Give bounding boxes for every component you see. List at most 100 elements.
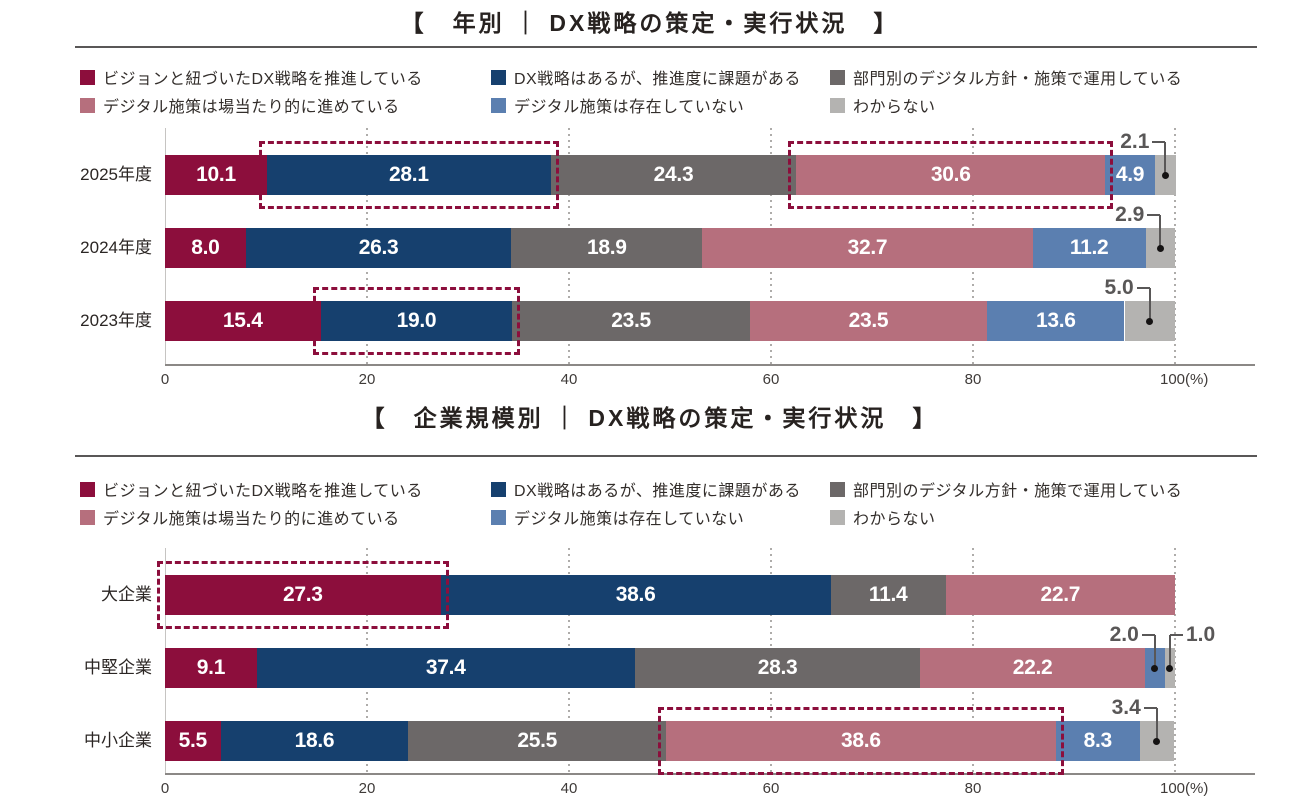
bar-value-label: 38.6: [841, 729, 881, 752]
highlight-box: [157, 561, 449, 629]
legend-item: DX戦略はあるが、推進度に課題がある: [491, 477, 801, 501]
bar-value-label: 10.1: [196, 163, 236, 186]
legend-item-label: DX戦略はあるが、推進度に課題がある: [514, 71, 801, 88]
grid-line: [1174, 128, 1176, 364]
bar-segment: 23.5: [749, 301, 988, 341]
bar-row-label: 中堅企業: [84, 658, 152, 677]
bar-value-label: 8.0: [191, 236, 220, 259]
bar-segment: 25.5: [408, 721, 666, 761]
x-tick-label: 0: [160, 371, 170, 388]
bar-value-label: 22.7: [1040, 583, 1081, 606]
legend-item-label: デジタル施策は存在していない: [514, 511, 745, 528]
x-axis-line: [165, 364, 1255, 366]
title-underline: [75, 455, 1257, 457]
legend-item-label: わからない: [853, 511, 936, 528]
legend-item-label: 部門別のデジタル方針・施策で運用している: [853, 483, 1183, 500]
grid-line: [1174, 548, 1176, 773]
bar-segment: 10.1: [165, 155, 267, 195]
legend-swatch: [80, 97, 95, 113]
bar-segment: 11.4: [830, 575, 946, 615]
bar-value-label: 38.6: [615, 583, 656, 606]
x-tick-label: 40: [560, 780, 578, 797]
callout-line: [1148, 288, 1151, 321]
bar-value-label: 37.4: [425, 656, 466, 679]
callout-dot: [1156, 244, 1164, 252]
bar-segment: 38.6: [665, 721, 1056, 761]
x-tick-label: 60: [762, 780, 780, 797]
legend-swatch: [80, 481, 95, 497]
bar-value-label: 26.3: [358, 236, 399, 259]
legend-item-label: デジタル施策は場当たり的に進めている: [103, 511, 400, 528]
legend-swatch: [830, 509, 845, 525]
bar-segment: 9.1: [165, 648, 257, 688]
bar-segment: 24.3: [550, 155, 797, 195]
callout-line: [1164, 142, 1167, 175]
x-tick-label: 80: [964, 780, 982, 797]
title-underline: [75, 46, 1257, 48]
callout-line: [1152, 141, 1166, 143]
bar-value-label: 28.1: [389, 163, 429, 186]
callout-line: [1147, 214, 1161, 216]
x-tick-label: 80: [964, 371, 982, 388]
callout-dot: [1166, 664, 1174, 672]
bar-segment: 22.7: [945, 575, 1175, 615]
bar-segment: 8.0: [165, 228, 246, 268]
bar-segment: 5.5: [165, 721, 221, 761]
x-tick-label: 20: [358, 371, 376, 388]
legend-item: デジタル施策は場当たり的に進めている: [80, 93, 400, 117]
legend-swatch: [80, 509, 95, 525]
bar-value-label: 22.2: [1012, 656, 1053, 679]
bar-segment: 38.6: [440, 575, 831, 615]
x-tick-label: 20: [358, 780, 376, 797]
callout-label: 2.1: [1120, 130, 1150, 153]
bar-row-label: 2025年度: [80, 165, 152, 184]
bar-segment: 28.1: [267, 155, 551, 195]
bar-segment: 13.6: [987, 301, 1125, 341]
bar-value-label: 11.4: [868, 583, 908, 606]
bar-value-label: 18.6: [294, 729, 335, 752]
legend-item: わからない: [830, 505, 936, 529]
bar-value-label: 32.7: [847, 236, 888, 259]
legend-swatch: [491, 481, 506, 497]
bar-value-label: 4.9: [1115, 163, 1145, 186]
x-tick-label: 60: [762, 371, 780, 388]
bar-segment: 18.9: [511, 228, 703, 268]
highlight-box: [657, 707, 1064, 775]
bar-value-label: 23.5: [848, 309, 889, 332]
chart-title: 【 企業規模別 ｜ DX戦略の策定・実行状況 】: [361, 405, 939, 431]
legend-swatch: [491, 69, 506, 85]
x-tick-label: 100(%): [1160, 780, 1209, 797]
legend-item-label: デジタル施策は存在していない: [514, 99, 745, 116]
legend-item-label: ビジョンと紐づいたDX戦略を推進している: [103, 71, 423, 88]
legend-swatch: [80, 69, 95, 85]
bar-segment: 26.3: [245, 228, 512, 268]
bar-value-label: 19.0: [396, 309, 437, 332]
legend-item: 部門別のデジタル方針・施策で運用している: [830, 65, 1182, 89]
callout-label: 2.0: [1109, 623, 1139, 646]
highlight-box: [788, 141, 1114, 209]
callout-line: [1169, 634, 1183, 636]
bar-value-label: 28.3: [757, 656, 798, 679]
legend-item: デジタル施策は存在していない: [491, 93, 744, 117]
bar-segment: 22.2: [920, 648, 1145, 688]
callout-line: [1141, 634, 1155, 636]
bar-value-label: 9.1: [196, 656, 226, 679]
legend-item-label: わからない: [853, 99, 936, 116]
legend-item: 部門別のデジタル方針・施策で運用している: [830, 477, 1182, 501]
callout-line: [1136, 287, 1150, 289]
bar-segment: 4.9: [1105, 155, 1155, 195]
chart-title: 【 年別 ｜ DX戦略の策定・実行状況 】: [400, 10, 900, 36]
legend-item: デジタル施策は存在していない: [491, 505, 744, 529]
bar-segment: 28.3: [634, 648, 921, 688]
bar-value-label: 23.5: [611, 309, 651, 332]
legend-item: ビジョンと紐づいたDX戦略を推進している: [80, 65, 423, 89]
bar-segment: 27.3: [165, 575, 441, 615]
highlight-box: [259, 141, 559, 209]
x-tick-label: 100(%): [1160, 371, 1209, 388]
bar-segment: 8.3: [1055, 721, 1140, 761]
callout-line: [1143, 707, 1157, 709]
callout-label: 5.0: [1104, 276, 1134, 299]
bar-row-label: 2024年度: [80, 238, 152, 257]
legend-item: デジタル施策は場当たり的に進めている: [80, 505, 400, 529]
